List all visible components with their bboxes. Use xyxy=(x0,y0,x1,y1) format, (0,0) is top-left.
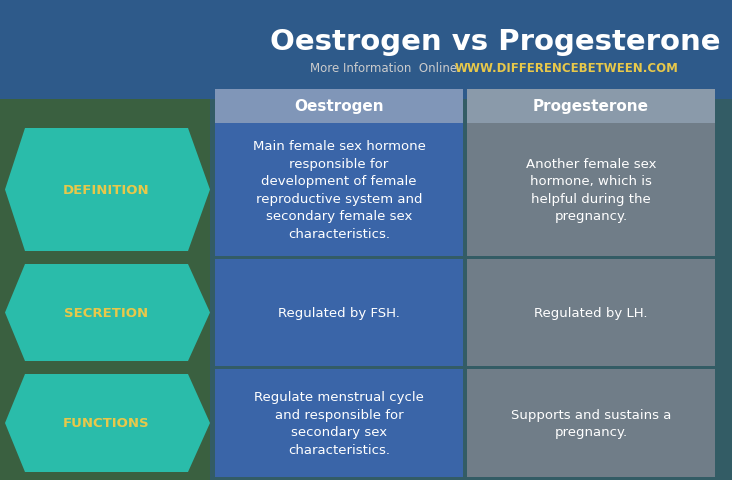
Text: Regulate menstrual cycle
and responsible for
secondary sex
characteristics.: Regulate menstrual cycle and responsible… xyxy=(254,390,424,456)
Text: SECRETION: SECRETION xyxy=(64,306,149,319)
Polygon shape xyxy=(5,374,210,472)
Text: Main female sex hormone
responsible for
development of female
reproductive syste: Main female sex hormone responsible for … xyxy=(253,140,425,240)
FancyBboxPatch shape xyxy=(215,260,463,366)
FancyBboxPatch shape xyxy=(467,124,715,256)
FancyBboxPatch shape xyxy=(467,369,715,477)
FancyBboxPatch shape xyxy=(215,90,463,124)
Text: Another female sex
hormone, which is
helpful during the
pregnancy.: Another female sex hormone, which is hel… xyxy=(526,157,657,223)
FancyBboxPatch shape xyxy=(210,95,732,480)
Text: More Information  Online: More Information Online xyxy=(310,61,465,74)
FancyBboxPatch shape xyxy=(467,90,715,124)
Text: Supports and sustains a
pregnancy.: Supports and sustains a pregnancy. xyxy=(511,408,671,438)
Text: Progesterone: Progesterone xyxy=(533,99,649,114)
Text: Regulated by FSH.: Regulated by FSH. xyxy=(278,306,400,319)
Text: DEFINITION: DEFINITION xyxy=(63,184,150,197)
Text: WWW.DIFFERENCEBETWEEN.COM: WWW.DIFFERENCEBETWEEN.COM xyxy=(455,61,679,74)
Text: Regulated by LH.: Regulated by LH. xyxy=(534,306,648,319)
FancyBboxPatch shape xyxy=(215,124,463,256)
Text: FUNCTIONS: FUNCTIONS xyxy=(63,417,150,430)
Polygon shape xyxy=(5,264,210,361)
FancyBboxPatch shape xyxy=(215,369,463,477)
Polygon shape xyxy=(5,129,210,252)
FancyBboxPatch shape xyxy=(0,0,732,100)
FancyBboxPatch shape xyxy=(467,260,715,366)
Text: Oestrogen: Oestrogen xyxy=(294,99,384,114)
FancyBboxPatch shape xyxy=(0,100,732,480)
Text: Oestrogen vs Progesterone: Oestrogen vs Progesterone xyxy=(269,28,720,56)
